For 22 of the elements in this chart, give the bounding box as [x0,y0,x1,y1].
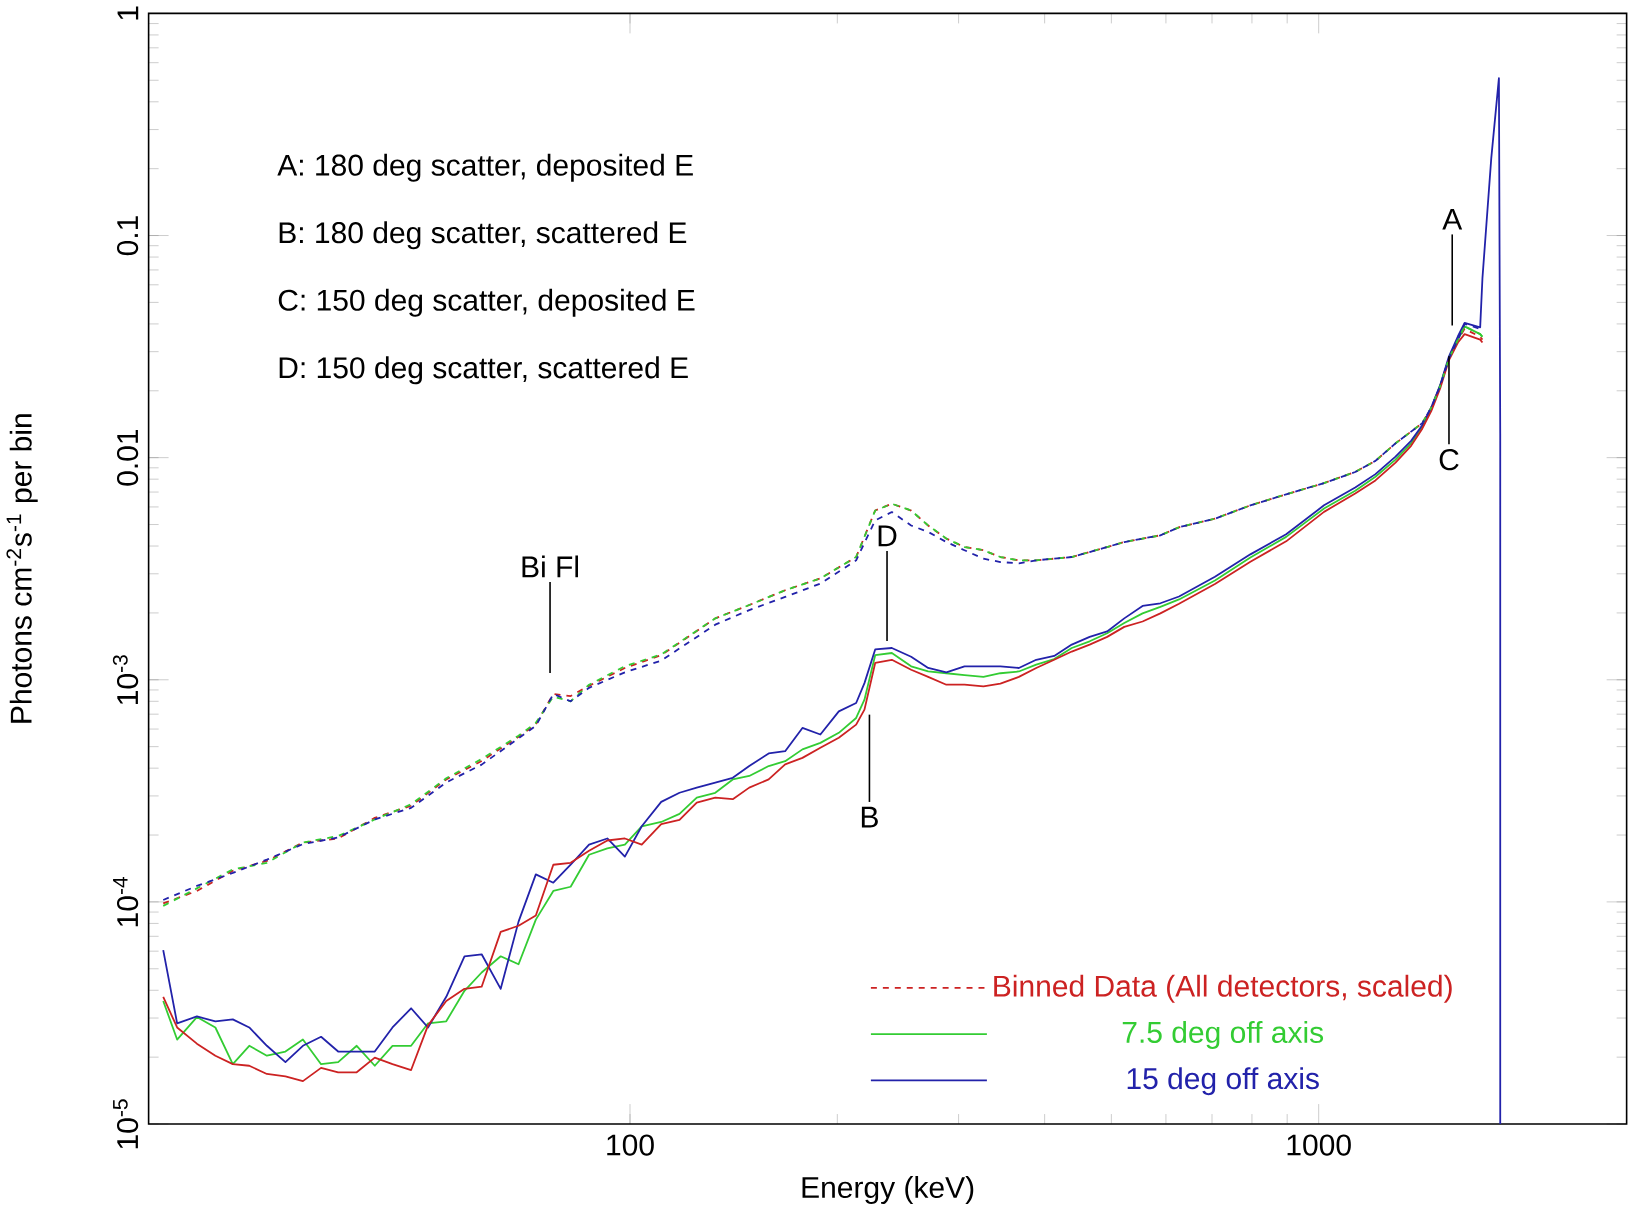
y-tick-label: 10$^{-3}$ [112,655,139,705]
x-tick-label: 1000 [1287,1134,1351,1156]
annotation: A: 180 deg scatter, deposited E [277,153,693,182]
y-tick-label: 1 [117,6,139,20]
annotation: D: 150 deg scatter, scattered E [279,356,688,385]
annotation: D [878,525,897,547]
x-tick-label: 100 [607,1134,654,1156]
annotation: C [1439,449,1459,471]
y-tick-label: 0.1 [116,216,139,256]
y-tick-label: 10$^{-4}$ [113,876,139,927]
legend-label: Binned Data (All detectors, scaled) [994,974,1452,1003]
text: 7.5 deg off axis [1122,1020,1324,1049]
x-axis-title: Energy (keV) [802,1176,974,1205]
y-tick-label: 0.01 [116,429,139,486]
y-tick-label: 10$^{-5}$ [113,1099,139,1149]
annotation: Bi Fl [522,555,579,578]
annotation: B: 180 deg scatter, scattered E [279,221,687,250]
annotation: A [1442,209,1463,230]
y-axis-title: Photons cm$^{-2}$s$^{-1}$ per bin [6,414,38,723]
text: 15 deg off axis [1127,1067,1319,1096]
annotation: C: 150 deg scatter, deposited E [278,288,695,317]
annotation: B [861,806,878,828]
